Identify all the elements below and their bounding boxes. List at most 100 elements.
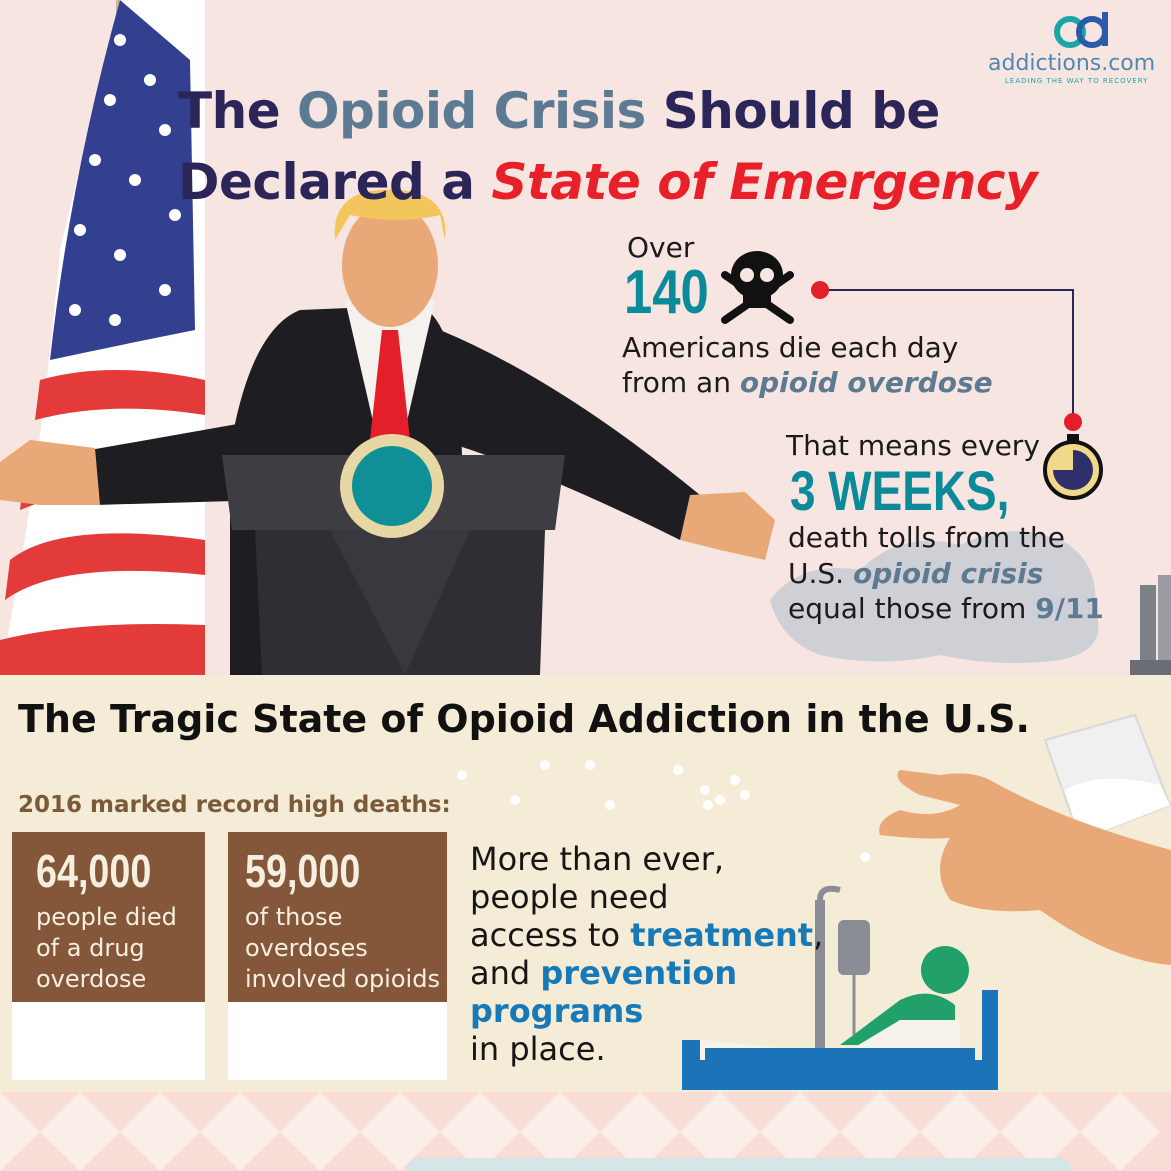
shape <box>860 852 870 862</box>
shape <box>982 990 998 1090</box>
connector <box>811 281 1082 431</box>
shape <box>440 1092 520 1171</box>
shape <box>280 1092 360 1171</box>
shape <box>700 1060 982 1090</box>
message: More than ever, people need access to trea… <box>470 840 823 1068</box>
shape <box>69 304 81 316</box>
message-line: in place. <box>470 1030 823 1068</box>
shape <box>0 624 205 675</box>
title-highlight: Opioid Crisis <box>297 82 646 140</box>
shape <box>159 124 171 136</box>
shape <box>50 0 195 360</box>
shape <box>673 765 683 775</box>
shape <box>69 34 181 326</box>
shape <box>352 446 432 526</box>
shape <box>817 885 841 901</box>
shape <box>605 800 615 810</box>
message-line: programs <box>470 992 823 1030</box>
shape <box>920 1092 1000 1171</box>
shape <box>540 760 550 770</box>
shape <box>74 224 86 236</box>
message-text: in place. <box>470 1030 606 1068</box>
comparison-text: equal those from 9/11 <box>788 595 1104 623</box>
shape <box>743 290 771 308</box>
flag <box>0 0 205 675</box>
clock-icon <box>1043 434 1103 500</box>
shape <box>1067 434 1079 442</box>
shape <box>0 1092 40 1171</box>
shape <box>360 1092 440 1171</box>
stat-emphasis: opioid overdose <box>739 366 993 399</box>
left-arm <box>90 420 270 505</box>
card-bg <box>12 832 205 1002</box>
map-shape <box>770 531 1099 664</box>
shape <box>144 74 156 86</box>
logo-name: addictions.com <box>988 51 1156 76</box>
shape <box>1102 12 1108 46</box>
shape <box>1054 16 1086 48</box>
shape <box>840 1092 920 1171</box>
left-hand <box>0 440 100 505</box>
message-highlight: prevention <box>540 954 738 992</box>
shape <box>1065 778 1170 840</box>
shape <box>169 209 181 221</box>
shape <box>600 1092 680 1171</box>
shape <box>682 1040 700 1090</box>
message-text: access to <box>470 916 621 954</box>
shape <box>35 370 205 420</box>
message-line: access to treatment, <box>470 916 823 954</box>
message-line: and prevention <box>470 954 823 992</box>
shape <box>705 1048 975 1062</box>
logo-tagline: LEADING THE WAY TO RECOVERY <box>1005 77 1149 85</box>
stat-prefix: Over <box>627 231 695 264</box>
right-arm <box>440 330 700 540</box>
card-description: of those overdoses involved opioids <box>245 903 440 993</box>
section-title: The Tragic State of Opioid Addiction in … <box>18 697 1030 741</box>
comparison-emphasis: opioid crisis <box>852 557 1044 590</box>
shape <box>740 268 754 282</box>
shape <box>730 775 740 785</box>
comparison-text-part: equal those from <box>788 592 1027 625</box>
shape <box>457 770 467 780</box>
title-line: The Opioid Crisis Should be <box>178 86 940 136</box>
comparison-lead: That means every <box>786 429 1040 462</box>
message-text: More than ever, <box>470 840 725 878</box>
card: 64,000 people died of a drug overdose <box>36 848 201 995</box>
card-description: people died of a drug overdose <box>36 903 177 993</box>
shape <box>1080 1092 1160 1171</box>
bottom-panel <box>405 1158 1072 1171</box>
shape <box>815 900 825 1090</box>
podium <box>222 434 565 675</box>
shape <box>838 920 870 975</box>
shape <box>811 281 829 299</box>
hair <box>334 189 446 240</box>
comparison-emphasis: 9/11 <box>1035 592 1104 625</box>
message-text: people need <box>470 878 669 916</box>
skull-icon <box>721 251 794 324</box>
logo-icon <box>1054 12 1108 48</box>
message-text: , <box>813 916 824 954</box>
shape <box>109 314 121 326</box>
tower-base <box>1130 660 1171 675</box>
shape <box>731 251 783 299</box>
shape <box>159 284 171 296</box>
message-line: people need <box>470 878 823 916</box>
comparison-period: 3 WEEKS, <box>790 459 1010 522</box>
shape <box>715 795 725 805</box>
shape <box>921 946 969 994</box>
title-highlight: State of Emergency <box>491 153 1038 211</box>
shape <box>760 1092 840 1171</box>
shape <box>703 800 713 810</box>
reaching-hand <box>879 770 1171 965</box>
title-text: The <box>178 82 281 140</box>
shape <box>820 289 1074 422</box>
stat-number: 140 <box>624 258 709 327</box>
message-highlight: programs <box>470 992 644 1030</box>
shape <box>120 1092 200 1171</box>
shape <box>680 1092 760 1171</box>
shape <box>200 1092 280 1171</box>
shape <box>89 154 101 166</box>
card-number: 59,000 <box>245 845 361 897</box>
